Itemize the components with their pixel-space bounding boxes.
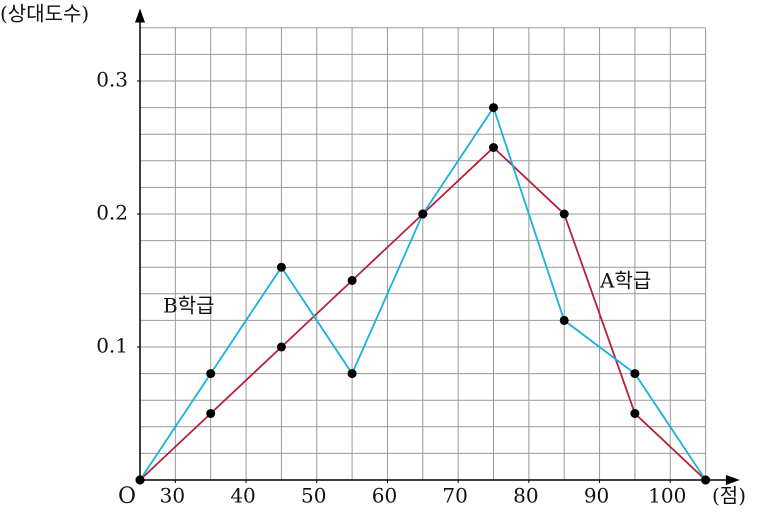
y-tick-label: 0.3 (96, 68, 128, 92)
data-point (347, 276, 357, 285)
data-point (489, 143, 498, 152)
x-tick-label: 90 (584, 484, 609, 508)
x-tick-label: 70 (442, 484, 467, 508)
x-tick-label: 50 (301, 484, 326, 508)
x-tick-label: 60 (372, 484, 397, 508)
x-tick-label: 30 (160, 484, 185, 508)
data-point (559, 315, 569, 325)
data-point (489, 103, 498, 113)
x-tick-label: 100 (648, 484, 686, 508)
data-point (347, 369, 357, 379)
data-point (135, 475, 145, 485)
x-axis-label: (점) (712, 484, 746, 508)
data-point (630, 409, 640, 418)
x-axis-arrow (725, 475, 740, 485)
data-point (276, 342, 286, 352)
data-point (630, 369, 640, 379)
origin-label: O (118, 484, 136, 509)
data-point (276, 262, 286, 272)
data-point (701, 475, 711, 485)
y-tick-label: 0.1 (96, 334, 128, 358)
data-point (418, 209, 428, 219)
series-label: B학급 (163, 294, 215, 318)
y-axis-arrow (135, 8, 145, 23)
data-point (559, 209, 569, 219)
series-label: A학급 (599, 269, 651, 293)
x-tick-label: 80 (513, 484, 538, 508)
y-axis-label: (상대도수) (0, 2, 89, 26)
data-point (206, 409, 216, 418)
y-tick-label: 0.2 (96, 201, 128, 225)
x-tick-label: 40 (230, 484, 255, 508)
data-point (206, 369, 216, 379)
